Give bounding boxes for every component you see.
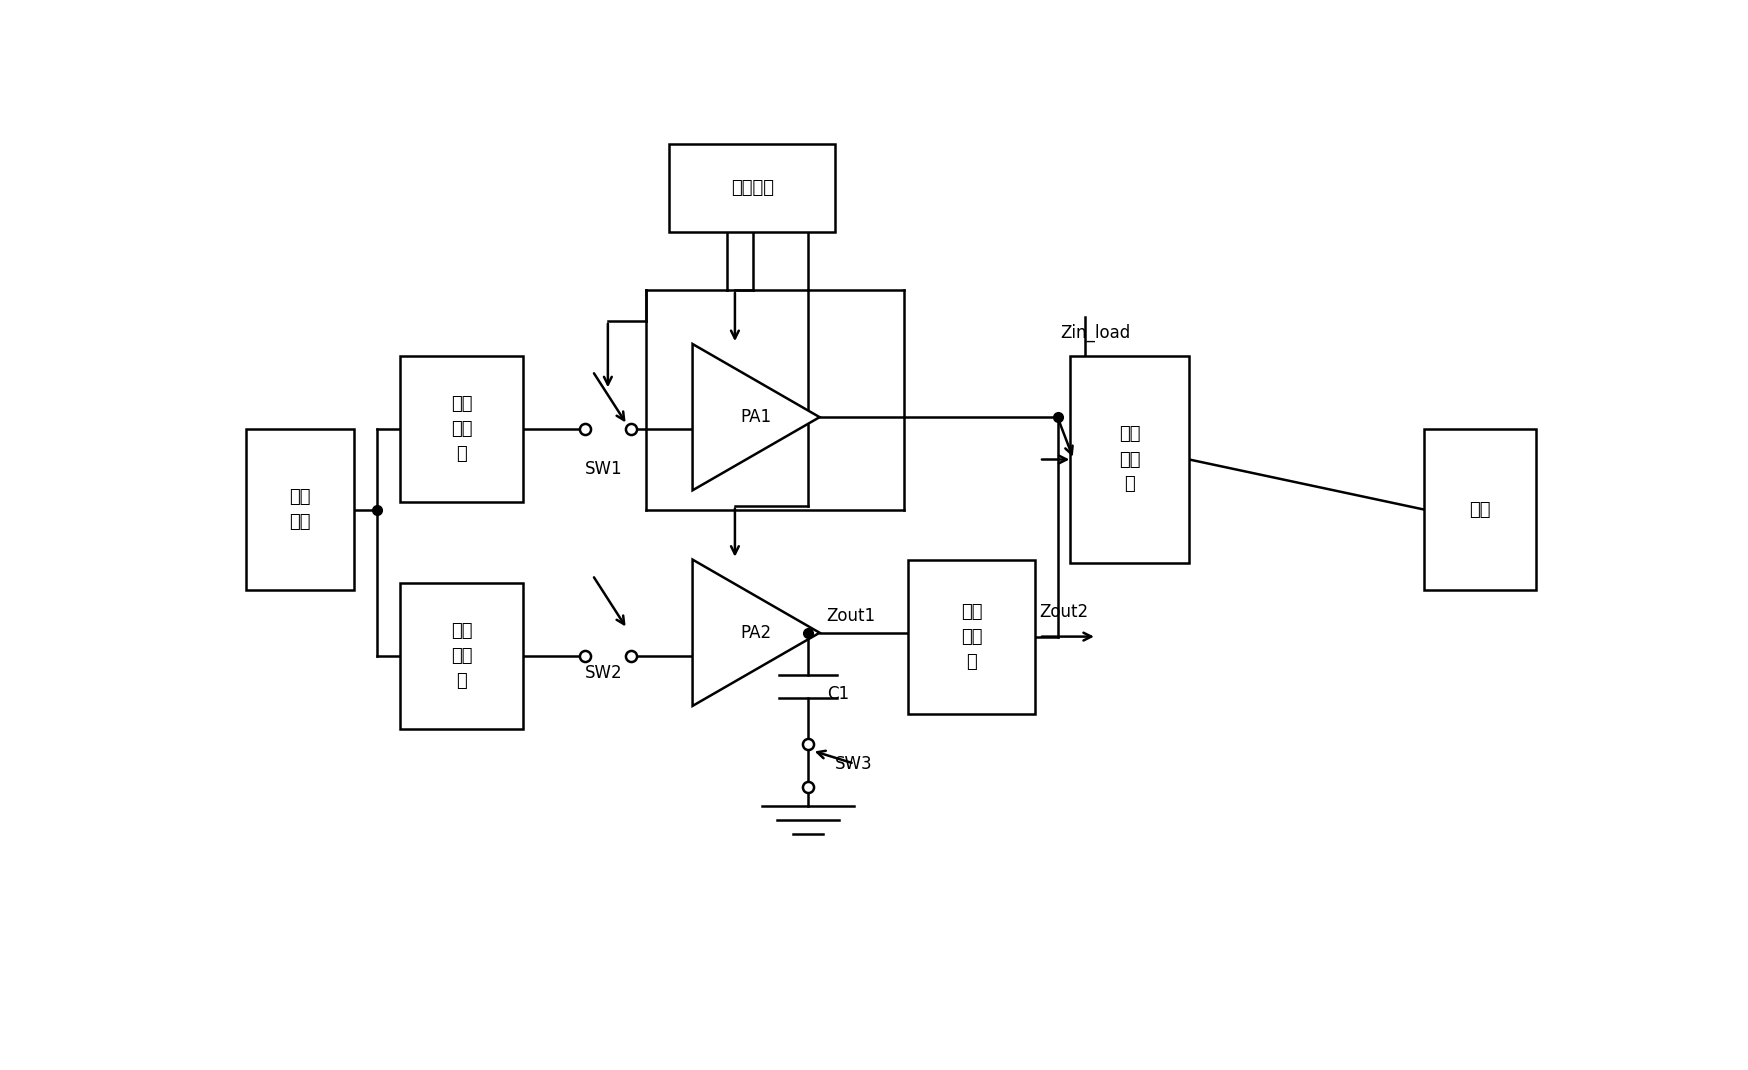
Bar xyxy=(909,560,1035,714)
Text: PA1: PA1 xyxy=(741,408,771,426)
Text: PA2: PA2 xyxy=(741,624,771,642)
Text: 匹配
网络
四: 匹配 网络 四 xyxy=(961,602,982,671)
Bar xyxy=(400,583,523,729)
Text: 匹配
网络
三: 匹配 网络 三 xyxy=(1119,426,1140,493)
Text: 匹配
网络
一: 匹配 网络 一 xyxy=(451,395,472,462)
Bar xyxy=(1070,355,1189,564)
Bar xyxy=(1425,429,1536,591)
Text: Zout2: Zout2 xyxy=(1038,603,1089,622)
Polygon shape xyxy=(692,343,820,490)
Bar xyxy=(400,355,523,502)
Text: 输入
信号: 输入 信号 xyxy=(288,488,311,531)
Polygon shape xyxy=(692,560,820,706)
Bar xyxy=(669,143,836,232)
Text: SW2: SW2 xyxy=(586,663,622,682)
Text: Zout1: Zout1 xyxy=(825,607,876,625)
Text: 控制电路: 控制电路 xyxy=(731,179,774,197)
Text: 匹配
网络
二: 匹配 网络 二 xyxy=(451,622,472,690)
Text: SW3: SW3 xyxy=(836,755,872,774)
Text: C1: C1 xyxy=(827,686,850,703)
Text: 负载: 负载 xyxy=(1468,501,1491,519)
Text: Zin_load: Zin_load xyxy=(1061,324,1131,342)
Text: SW1: SW1 xyxy=(586,459,622,477)
Bar xyxy=(246,429,353,591)
